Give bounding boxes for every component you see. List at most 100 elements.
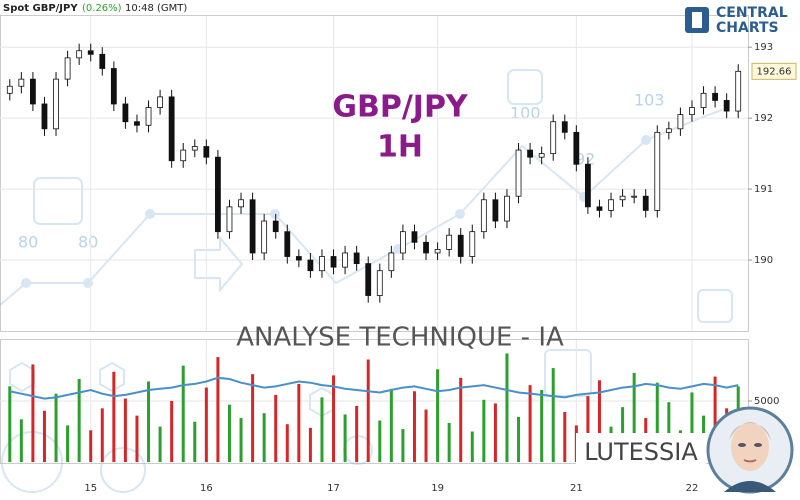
candle-body bbox=[423, 241, 429, 254]
candle-body bbox=[110, 68, 117, 105]
candle-body bbox=[677, 114, 684, 130]
candle-body bbox=[700, 92, 707, 108]
volume-bar bbox=[297, 383, 301, 462]
candle-body bbox=[226, 206, 233, 233]
volume-bar bbox=[493, 403, 497, 462]
last-price-label: 192.66 bbox=[757, 66, 792, 77]
candle-body bbox=[504, 195, 510, 222]
candle-body bbox=[365, 263, 372, 296]
candle-body bbox=[561, 121, 568, 133]
candle-body bbox=[619, 195, 626, 201]
volume-bar bbox=[459, 377, 463, 462]
candle-body bbox=[573, 131, 580, 165]
volume-bar bbox=[181, 365, 185, 462]
candle-body bbox=[712, 92, 718, 101]
candle-body bbox=[689, 107, 695, 116]
candle-body bbox=[388, 252, 395, 272]
candle-body bbox=[492, 199, 499, 222]
timeframe: 1H bbox=[377, 130, 423, 165]
y-tick-label: 192 bbox=[754, 113, 773, 124]
volume-bar bbox=[667, 402, 671, 462]
volume-bar bbox=[77, 379, 81, 462]
volume-bar bbox=[586, 396, 590, 462]
volume-bar bbox=[447, 422, 451, 462]
volume-bar bbox=[378, 420, 382, 462]
candle-body bbox=[18, 78, 25, 87]
x-tick-label: 21 bbox=[570, 483, 583, 494]
volume-bar bbox=[563, 411, 567, 462]
volume-bar bbox=[239, 418, 243, 462]
y-tick-label: 5000 bbox=[754, 396, 779, 407]
x-tick-label: 19 bbox=[431, 483, 444, 494]
candle-body bbox=[238, 199, 244, 208]
volume-bar bbox=[632, 372, 636, 462]
candle-body bbox=[457, 234, 464, 257]
y-tick-label: 191 bbox=[754, 184, 773, 195]
candle-body bbox=[122, 103, 129, 123]
volume-bar bbox=[147, 381, 151, 462]
volume-bar bbox=[389, 388, 393, 462]
candle-body bbox=[215, 156, 221, 233]
volume-bar bbox=[216, 357, 220, 462]
volume-bar bbox=[66, 425, 70, 462]
volume-bar bbox=[517, 416, 521, 462]
candle-body bbox=[469, 231, 476, 257]
volume-bar bbox=[170, 401, 174, 462]
candle-body bbox=[400, 231, 406, 254]
candle-body bbox=[87, 50, 94, 55]
volume-bar bbox=[655, 382, 659, 462]
candle-body bbox=[631, 195, 638, 198]
candle-body bbox=[261, 220, 268, 254]
volume-bar bbox=[713, 376, 717, 462]
candle-body bbox=[284, 231, 291, 257]
volume-bar bbox=[158, 426, 162, 462]
candle-body bbox=[272, 220, 279, 233]
avatar bbox=[706, 406, 794, 494]
volume-bar bbox=[193, 421, 197, 462]
candle-body bbox=[665, 128, 672, 133]
volume-bar bbox=[135, 415, 139, 462]
caption: ANALYSE TECHNIQUE - IA bbox=[236, 323, 564, 353]
candle-body bbox=[723, 100, 730, 112]
volume-bar bbox=[227, 404, 231, 462]
volume-bar bbox=[251, 374, 255, 462]
candle-body bbox=[538, 153, 545, 158]
pair-title: GBP/JPY bbox=[332, 90, 469, 125]
last-price-box bbox=[751, 62, 797, 80]
candle-body bbox=[64, 57, 71, 80]
volume-bar bbox=[308, 427, 312, 462]
volume-bar bbox=[540, 390, 544, 462]
volume-bar bbox=[505, 353, 509, 462]
volume-bar bbox=[528, 385, 532, 462]
candle-body bbox=[608, 199, 614, 211]
candle-body bbox=[330, 256, 337, 268]
volume-bar bbox=[690, 392, 694, 462]
logo: CENTRAL CHARTS bbox=[685, 5, 788, 36]
volume-bar bbox=[274, 394, 278, 462]
y-tick-label: 193 bbox=[754, 42, 773, 53]
x-tick-label: 15 bbox=[84, 483, 97, 494]
change: (0.26%) bbox=[82, 3, 122, 14]
candle-body bbox=[249, 199, 256, 254]
candle-body bbox=[307, 259, 314, 272]
candle-body bbox=[99, 53, 106, 69]
volume-bar bbox=[551, 368, 555, 462]
candle-body bbox=[642, 195, 649, 211]
volume-bar bbox=[320, 397, 324, 462]
y-tick-label: 190 bbox=[754, 255, 773, 266]
volume-bar bbox=[204, 387, 208, 462]
watermark-label: 80 bbox=[78, 233, 98, 252]
candle-body bbox=[515, 149, 522, 197]
volume-bar bbox=[112, 371, 116, 462]
watermark-label: 80 bbox=[18, 233, 38, 252]
candle-body bbox=[550, 121, 557, 155]
symbol: Spot GBP/JPY bbox=[3, 3, 78, 14]
plot: 15 16 17 19 21 22 190 191 192 193 192.66 5000 bbox=[0, 16, 797, 494]
x-tick-label: 16 bbox=[200, 483, 213, 494]
volume-bar bbox=[332, 375, 336, 462]
candle-body bbox=[342, 252, 348, 268]
candle-body bbox=[596, 206, 603, 211]
volume-line bbox=[9, 376, 739, 400]
volume-bar bbox=[262, 413, 266, 462]
